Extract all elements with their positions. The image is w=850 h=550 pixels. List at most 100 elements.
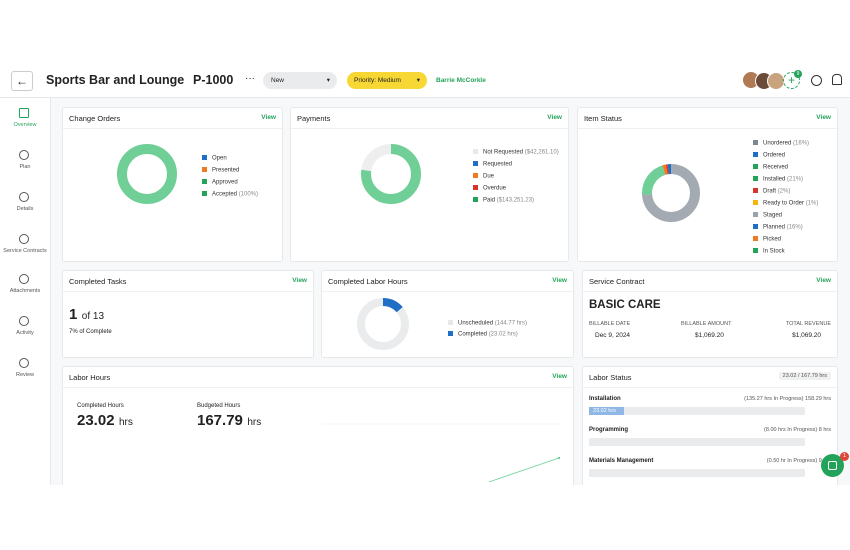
legend-label: Picked — [763, 236, 782, 243]
chat-badge: 1 — [840, 452, 849, 461]
view-link[interactable]: View — [552, 373, 567, 380]
view-link[interactable]: View — [261, 114, 276, 121]
sidebar-label[interactable]: Service Contracts — [3, 248, 47, 254]
legend-label: Unscheduled — [458, 320, 494, 327]
sidebar-icon[interactable] — [19, 108, 29, 118]
legend-label: Overdue — [483, 185, 507, 192]
legend-item: Installed (21%) — [753, 176, 803, 183]
view-link[interactable]: View — [547, 114, 562, 121]
donut-segment — [361, 144, 421, 204]
row-detail: (135.27 hrs In Progress) 158.29 hrs — [744, 396, 831, 402]
legend-label: Draft — [763, 188, 777, 195]
chat-icon[interactable] — [811, 75, 822, 86]
task-count: 1 — [69, 306, 78, 323]
legend-swatch — [473, 185, 478, 190]
back-button[interactable]: ← — [11, 71, 33, 91]
change-orders-card: Change Orders View — [62, 107, 283, 262]
row-name: Installation — [589, 396, 621, 402]
legend-swatch — [753, 212, 758, 217]
sidebar-icon[interactable] — [19, 274, 29, 284]
priority: Priority: Medium — [354, 77, 401, 84]
status-dropdown[interactable]: New ▾ — [263, 72, 337, 89]
progress-track — [589, 438, 805, 446]
stat-value: 167.79 hrs — [197, 412, 261, 430]
legend-label: Not Requested — [483, 149, 524, 156]
legend-swatch — [753, 152, 758, 157]
legend-swatch — [753, 140, 758, 145]
trend-line — [323, 423, 561, 482]
task-percent: 7% of Complete — [69, 329, 112, 335]
progress-track: 23.02 hrs — [589, 407, 805, 415]
legend-item: Unscheduled (144.77 hrs) — [448, 320, 527, 327]
progress-track — [589, 469, 805, 477]
sidebar-label[interactable]: Review — [15, 372, 35, 378]
donut-segment — [117, 144, 177, 204]
legend-item: Picked — [753, 236, 781, 243]
stat-number: 23.02 — [77, 412, 115, 429]
sidebar-label[interactable]: Plan — [19, 164, 31, 170]
legend-swatch — [473, 161, 478, 166]
card-title: Completed Tasks — [69, 277, 127, 286]
legend-item: Planned (16%) — [753, 224, 803, 231]
legend-item: Completed (23.02 hrs) — [448, 331, 518, 338]
project-title: Sports Bar and Lounge — [46, 73, 185, 87]
legend-swatch — [202, 191, 207, 196]
card-title: Completed Labor Hours — [328, 277, 408, 286]
legend-label: In Stock — [763, 248, 785, 255]
column-value: $1,069.20 — [695, 332, 724, 339]
legend-swatch — [753, 176, 758, 181]
status: New — [271, 77, 285, 84]
chat-button[interactable] — [821, 454, 844, 477]
labor-status-card: Labor Status 23.02 / 167.79 hrs Installa… — [582, 366, 838, 491]
donut-chart — [361, 144, 421, 204]
sidebar-label[interactable]: Details — [16, 206, 34, 212]
legend-label: Completed — [458, 331, 488, 338]
assignee[interactable]: Barrie McCorkle — [436, 77, 486, 84]
sidebar-icon[interactable] — [19, 192, 29, 202]
priority-dropdown[interactable]: Priority: Medium ▾ — [347, 72, 427, 89]
legend-swatch — [202, 179, 207, 184]
legend-item: Staged — [753, 212, 782, 219]
legend-note: (2%) — [777, 188, 791, 195]
card-title: Service Contract — [589, 277, 645, 286]
column-label: BILLABLE DATE — [589, 321, 631, 327]
sidebar-icon[interactable] — [19, 358, 29, 368]
sidebar — [0, 98, 51, 485]
sidebar-icon[interactable] — [19, 316, 29, 326]
stat-unit: hrs — [119, 417, 133, 428]
legend-label: Presented — [212, 167, 240, 174]
more-menu[interactable]: ··· — [245, 73, 255, 84]
legend-label: Due — [483, 173, 495, 180]
sidebar-label[interactable]: Activity — [16, 330, 34, 336]
row-name: Programming — [589, 427, 629, 433]
row-name: Materials Management — [589, 458, 654, 464]
card-title: Change Orders — [69, 114, 121, 123]
sidebar-label[interactable]: Overview — [13, 122, 37, 128]
legend-swatch — [473, 197, 478, 202]
project-code: P-1000 — [193, 73, 234, 87]
view-link[interactable]: View — [292, 277, 307, 284]
legend-label: Staged — [763, 212, 783, 219]
stat-label: Completed Hours — [77, 403, 124, 409]
stat-number: 167.79 — [197, 412, 243, 429]
avatar-badge: 9 — [794, 70, 802, 78]
sidebar-icon[interactable] — [19, 234, 29, 244]
legend-item: Approved — [202, 179, 238, 186]
row-detail: (0.50 hr In Progress) 9 hrs — [766, 458, 831, 464]
sidebar-label[interactable]: Attachments — [9, 288, 41, 294]
legend-label: Installed — [763, 176, 786, 183]
stat-label: Budgeted Hours — [197, 403, 241, 409]
sidebar-icon[interactable] — [19, 150, 29, 160]
legend-item: Accepted (100%) — [202, 191, 258, 198]
view-link[interactable]: View — [816, 114, 831, 121]
view-link[interactable]: View — [816, 277, 831, 284]
view-link[interactable]: View — [552, 277, 567, 284]
notification-icon[interactable] — [832, 74, 842, 85]
progress-bar: 23.02 hrs — [589, 407, 624, 415]
legend-label: Planned — [763, 224, 786, 231]
completed-tasks-card: Completed Tasks View 1 of 13 7% of Comple… — [62, 270, 314, 358]
hours-badge: 23.02 / 167.79 hrs — [778, 372, 831, 380]
legend-item: Ready to Order (1%) — [753, 200, 818, 207]
donut-segment — [357, 298, 409, 350]
card-title: Labor Status — [589, 373, 632, 382]
